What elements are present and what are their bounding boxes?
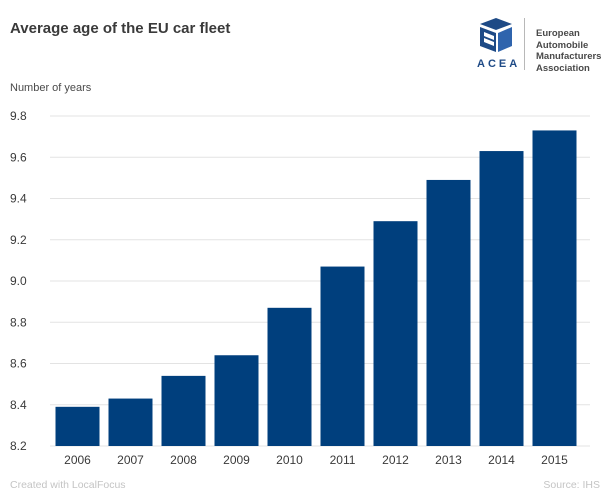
x-tick-label: 2006 xyxy=(64,453,91,467)
x-tick-label: 2009 xyxy=(223,453,250,467)
logo-line: Association xyxy=(536,62,590,74)
logo-text: European Automobile Manufacturers Associ… xyxy=(536,28,601,74)
y-tick-label: 9.8 xyxy=(10,109,27,123)
bar-2008 xyxy=(161,375,206,446)
acea-cube-icon xyxy=(480,18,512,52)
bar-2013 xyxy=(426,179,471,446)
x-axis-ticks: 2006 2007 2008 2009 2010 2011 2012 2013 2014 2015 xyxy=(64,453,568,467)
bar-2007 xyxy=(108,398,153,446)
bar-2015 xyxy=(532,130,577,446)
y-tick-label: 8.2 xyxy=(10,439,27,453)
logo-divider xyxy=(524,18,525,70)
x-tick-label: 2011 xyxy=(330,453,356,467)
y-axis-label: Number of years xyxy=(10,82,92,94)
y-tick-label: 9.6 xyxy=(10,150,27,164)
y-axis-ticks: 8.2 8.4 8.6 8.8 9.0 9.2 9.4 9.6 9.8 xyxy=(10,109,27,453)
y-tick-label: 9.0 xyxy=(10,274,27,288)
logo-acronym: ACEA xyxy=(477,58,521,70)
x-tick-label: 2007 xyxy=(117,453,144,467)
x-tick-label: 2015 xyxy=(541,453,568,467)
bar-2010 xyxy=(267,307,312,446)
bar-2014 xyxy=(479,151,524,446)
x-tick-label: 2008 xyxy=(170,453,197,467)
x-tick-label: 2013 xyxy=(435,453,462,467)
y-tick-label: 9.4 xyxy=(10,192,27,206)
logo-line: Automobile xyxy=(536,39,589,51)
x-tick-label: 2010 xyxy=(276,453,303,467)
footer-credit: Created with LocalFocus xyxy=(10,479,126,491)
y-tick-label: 8.4 xyxy=(10,398,27,412)
bar-2006 xyxy=(55,406,100,446)
bar-2009 xyxy=(214,355,259,446)
chart-title: Average age of the EU car fleet xyxy=(10,20,231,37)
bar-2011 xyxy=(320,266,365,446)
bars xyxy=(55,130,577,446)
y-tick-label: 9.2 xyxy=(10,233,27,247)
bar-2012 xyxy=(373,221,418,446)
footer-source: Source: IHS xyxy=(543,479,600,491)
y-tick-label: 8.6 xyxy=(10,357,27,371)
logo-line: Manufacturers xyxy=(536,51,602,62)
x-tick-label: 2014 xyxy=(488,453,515,467)
x-tick-label: 2012 xyxy=(382,453,409,467)
y-tick-label: 8.8 xyxy=(10,315,27,329)
acea-logo xyxy=(480,18,525,70)
logo-line: European xyxy=(536,28,580,39)
